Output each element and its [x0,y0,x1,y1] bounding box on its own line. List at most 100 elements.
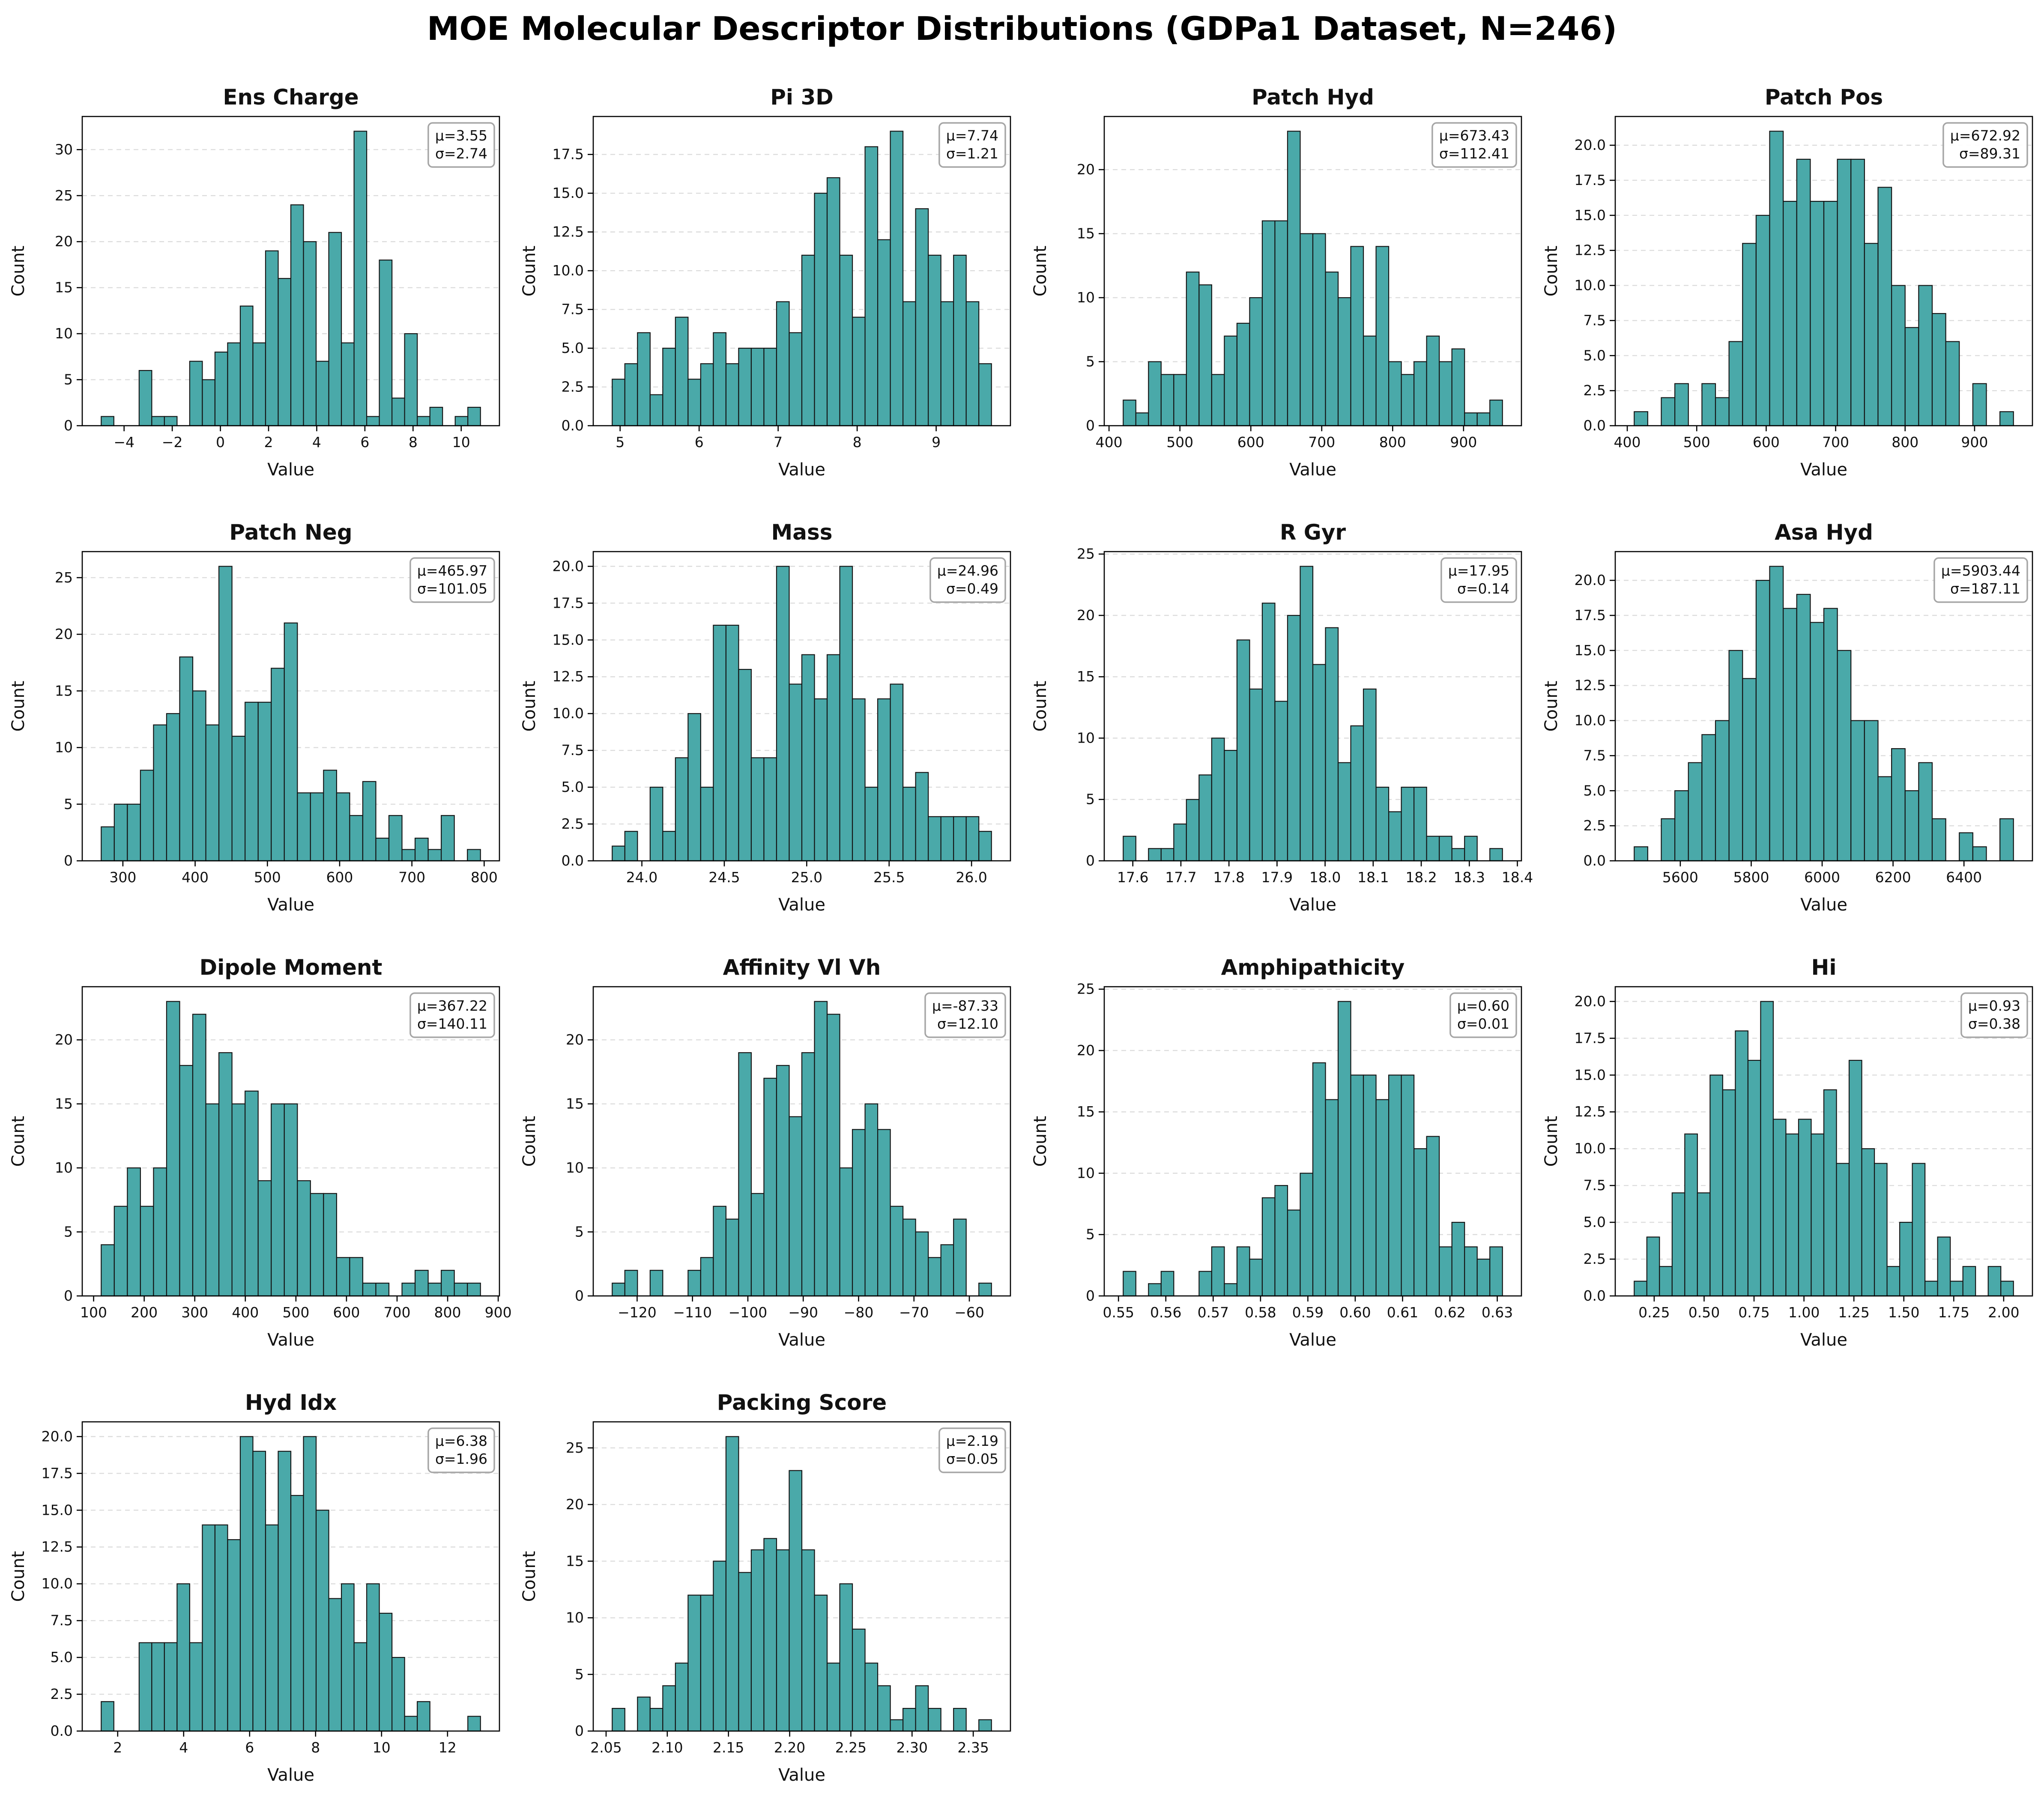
subplot-affinity-vl-vh: −120 −110 −100 −90 −80 −70 −60 0 5 10 15 20 Affinity… [511,927,1022,1362]
histogram-bar [928,816,941,862]
y-axis: 0.0 2.5 5.0 7.5 10.0 12.5 15.0 17.5 [553,146,593,434]
subplot-dipole-moment: 100 200 300 400 500 600 700 800 900 0 5 10 15 20 Dipol… [0,927,511,1362]
stats-mu: μ=24.96 [937,562,998,579]
x-tick-label: 8 [409,434,418,451]
histogram-bar [1451,348,1465,427]
x-axis-title: Value [778,460,825,480]
y-axis-title: Count [520,1116,539,1167]
histogram-bar [864,1663,879,1732]
histogram-bar [353,131,368,427]
histogram-bar [429,406,443,427]
histogram-bar [978,831,992,862]
y-tick-label: 15 [1077,225,1095,242]
histogram-bar [1850,720,1865,862]
histogram-bar [826,177,840,427]
x-tick-label: 900 [1450,434,1477,451]
histogram-bar [1701,383,1716,427]
x-tick-label: 0.56 [1150,1304,1181,1321]
x-tick-label: 400 [182,869,209,886]
histogram-bar [427,849,442,862]
histogram-bar [814,1594,828,1732]
y-tick-label: 10 [55,739,73,756]
y-tick-label: 0.0 [1584,1287,1606,1304]
subplot-title: Affinity Vl Vh [723,955,881,980]
x-tick-label: 2.25 [835,1739,867,1756]
y-tick-label: 15.0 [1575,642,1606,659]
histogram-bar [1464,836,1478,862]
y-axis: 0 5 10 15 20 25 [1077,981,1104,1304]
stats-box: μ=0.60σ=0.01 [1449,992,1517,1038]
x-tick-label: 0.58 [1245,1304,1276,1321]
stats-mu: μ=17.95 [1448,562,1509,579]
x-axis-title: Value [267,1765,314,1785]
x-tick-label: 17.9 [1261,869,1293,886]
histogram-bar [864,786,879,862]
histogram-bar [612,379,625,427]
histogram-bar [700,1257,714,1297]
histogram-bar [1287,131,1301,427]
x-tick-label: 24.0 [626,869,657,886]
histogram-bar [297,1180,311,1297]
histogram-bar [713,332,727,427]
x-tick-label: 10 [452,434,470,451]
y-tick-label: 5 [575,1666,584,1683]
histogram-bar [1735,1030,1749,1297]
histogram-bar [1811,1133,1825,1297]
histogram-bar [687,1270,701,1297]
histogram-bar [101,1701,114,1732]
histogram-bar [700,786,714,862]
histogram-bar [1160,848,1174,862]
histogram-bar [239,305,254,427]
x-tick-label: 2 [113,1739,122,1756]
y-tick-label: 2.5 [1584,382,1606,399]
x-tick-label: 2.00 [1988,1304,2019,1321]
histogram-bar [1211,374,1225,427]
y-axis-title: Count [9,681,28,732]
histogram-bar [940,816,954,862]
axes-frame [592,551,1011,862]
histogram-bar [738,1052,752,1297]
histogram-bar [205,724,220,862]
histogram-bar [310,792,324,862]
y-tick-label: 0 [64,1287,73,1304]
histogram-bar [164,1642,178,1732]
histogram-bar [1426,1136,1440,1297]
y-tick-label: 7.5 [1584,312,1606,328]
bars [1634,566,2014,862]
histogram-bar [1796,158,1811,427]
x-axis-title: Value [1800,460,1847,480]
subplot-asa-hyd: 5600 5800 6000 6200 6400 0.0 2.5 5.0 7.5 10.0 12.5… [1533,492,2044,927]
subplot-hyd-idx: 2 4 6 8 10 12 0.0 2.5 5.0 7.5 10.0 12.5 15.0 17.5 20.0… [0,1362,511,1797]
y-axis-title: Count [1031,246,1050,297]
x-tick-label: 6400 [1946,869,1982,886]
y-axis: 0.0 2.5 5.0 7.5 10.0 12.5 15.0 17.5 20.0 [1575,993,1615,1304]
histogram-bar [890,131,904,427]
stats-box: μ=5903.44σ=187.11 [1933,557,2028,603]
histogram-asa-hyd: 5600 5800 6000 6200 6400 0.0 2.5 5.0 7.5 10.0 12.5… [1542,520,2033,915]
histogram-bar [202,1524,216,1732]
histogram-bar [675,1663,689,1732]
subplot-packing-score: 2.05 2.10 2.15 2.20 2.25 2.30 2.35 0 5 10 15 20 25 Pa… [511,1362,1022,1797]
axes-frame [1103,986,1522,1297]
subplot-amphipathicity: 0.55 0.56 0.57 0.58 0.59 0.60 0.61 0.62 0.63 0 5 10… [1022,927,1533,1362]
histogram-bar [166,713,180,862]
histogram-bar [890,684,904,862]
histogram-bar [323,770,337,862]
histogram-bar [1864,243,1879,427]
histogram-bar [1728,341,1743,427]
x-tick-label: 18.0 [1309,869,1341,886]
histogram-bar [1785,1133,1799,1297]
x-axis: 400 500 600 700 800 900 [1614,426,1988,451]
histogram-bar [953,1708,967,1732]
stats-box-frame [938,1427,1006,1473]
x-tick-label: 2.20 [774,1739,805,1756]
histogram-bar [214,1524,228,1732]
histogram-bar [278,1451,292,1732]
histogram-bar [1783,200,1797,427]
histogram-bar [763,1538,777,1732]
histogram-bar [890,1206,904,1297]
subplot-title: Mass [771,520,832,545]
subplot-title: Asa Hyd [1775,520,1873,545]
histogram-bar [789,1116,803,1297]
histogram-bar [700,363,714,427]
